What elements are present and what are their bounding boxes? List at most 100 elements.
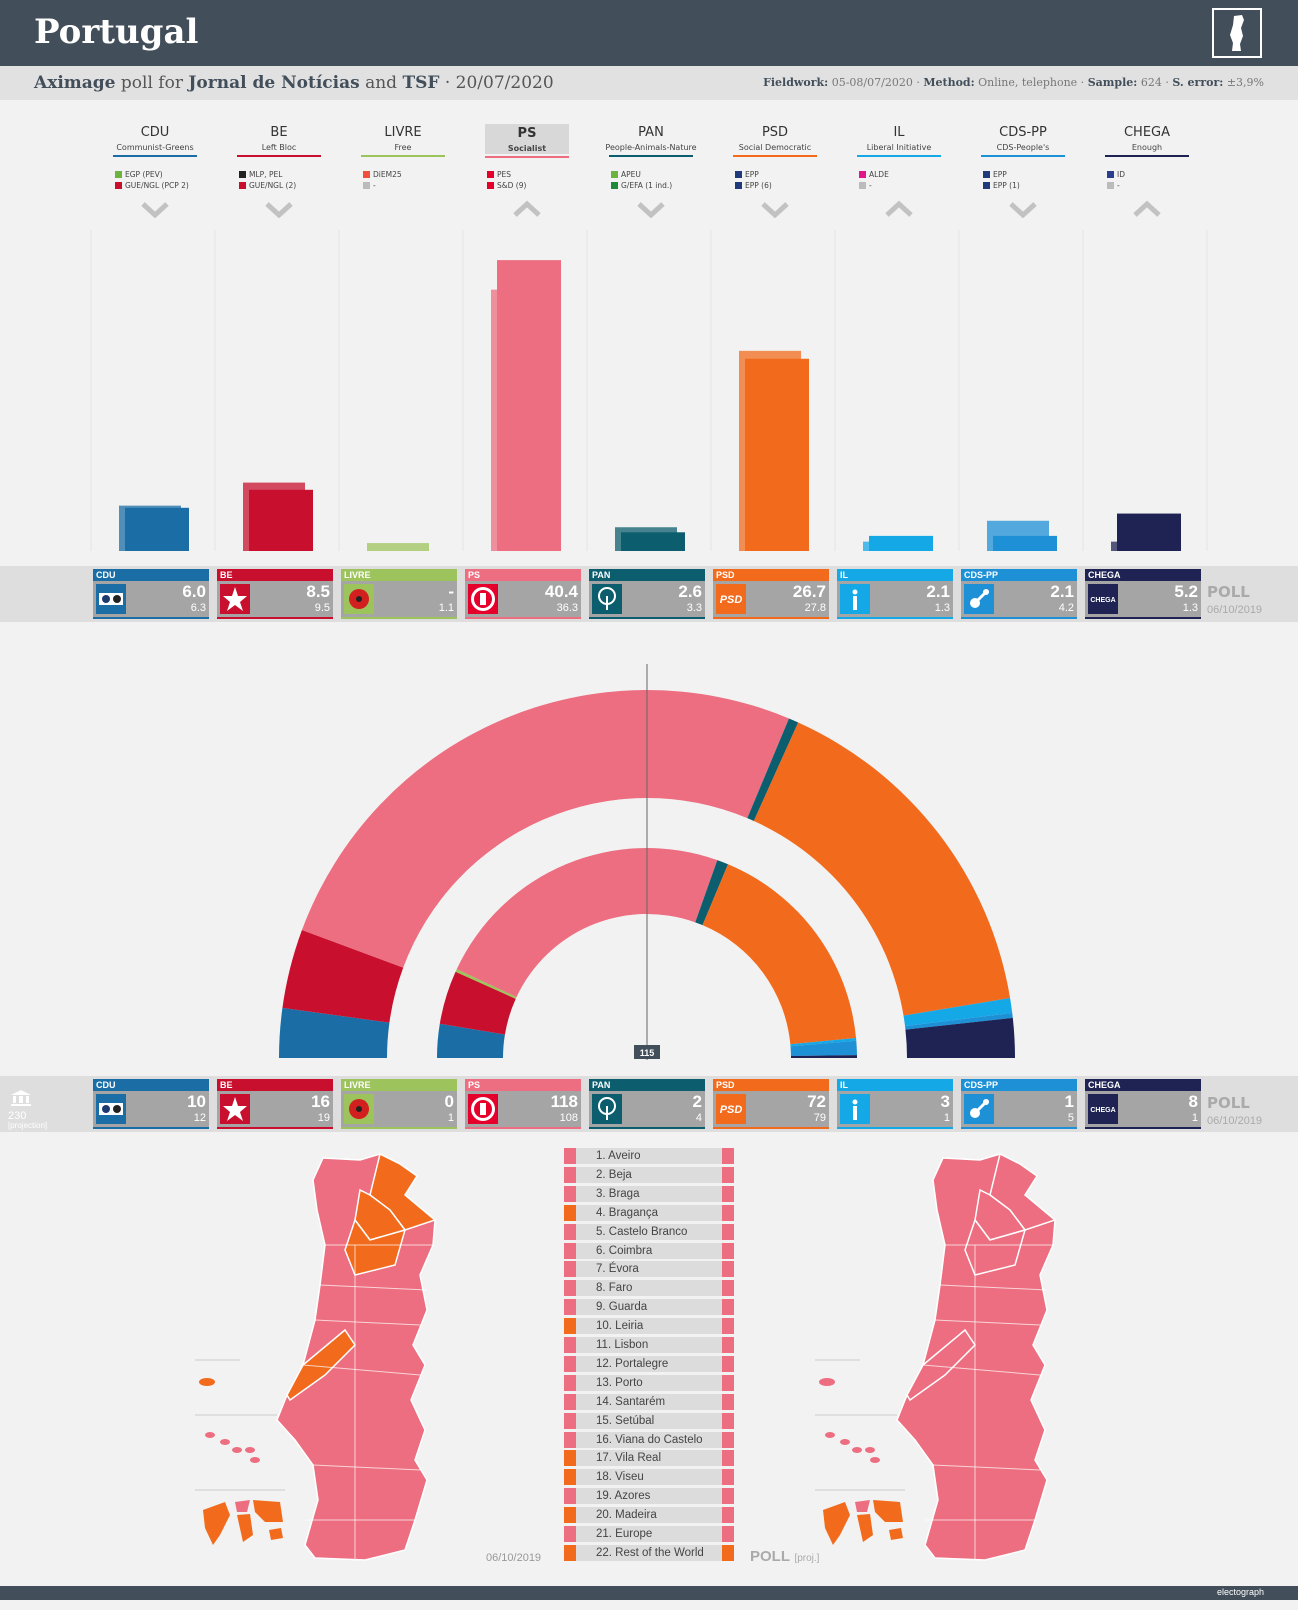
- value-previous: 79: [813, 1112, 826, 1124]
- value-current: 118: [550, 1092, 578, 1111]
- azores-shape: [840, 1439, 850, 1445]
- party-tag: PAN: [589, 569, 705, 581]
- party-underline: [237, 155, 321, 157]
- group-swatch: [487, 182, 494, 189]
- party-groups: EPP EPP (6): [735, 169, 825, 191]
- party-desc: Free: [394, 143, 412, 152]
- seat-value-box: CDU 10 12: [93, 1079, 209, 1129]
- value-body: PSD 26.7 27.8: [713, 581, 829, 617]
- region-swatch-poll: [722, 1204, 734, 1221]
- method: Online, telephone ·: [978, 76, 1085, 89]
- info-icon: [840, 584, 870, 614]
- party-groups: EGP (PEV) GUE/NGL (PCP 2): [115, 169, 205, 191]
- group-label: -: [1117, 181, 1120, 190]
- poll-value-box: IL 2.1 1.3: [837, 569, 953, 619]
- value-current: 2: [692, 1092, 702, 1111]
- poll-date: · 20/07/2020: [444, 73, 554, 93]
- chevron-up-icon: [1133, 200, 1161, 217]
- group-line: -: [363, 180, 453, 191]
- region-border: [302, 1364, 421, 1376]
- region-swatch-previous: [564, 1166, 576, 1183]
- party-header: PS Socialist: [470, 124, 584, 158]
- prev-date-label: 06/10/2019: [1207, 604, 1263, 616]
- region-row: 19. Azores: [564, 1488, 734, 1505]
- party-name: PS: [517, 126, 537, 141]
- fist-icon: [468, 584, 498, 614]
- region-swatch-previous: [564, 1526, 576, 1542]
- region-border: [939, 1284, 1048, 1291]
- region-row: 17. Vila Real: [564, 1450, 734, 1467]
- poll-label: POLL: [1207, 583, 1250, 601]
- sample: 624 ·: [1140, 76, 1169, 89]
- group-line: EPP: [735, 169, 825, 180]
- region-name: 9. Guarda: [576, 1299, 722, 1316]
- value-previous: 6.3: [190, 602, 206, 614]
- region-swatch-poll: [722, 1469, 734, 1486]
- azores-shape: [205, 1432, 215, 1438]
- seat-segment-previous: [439, 971, 516, 1035]
- party-header-title: CDU Communist-Greens: [98, 124, 212, 153]
- party-header-title: BE Left Bloc: [222, 124, 336, 153]
- bar-previous: [367, 543, 429, 551]
- seat-value-box: CDS-PP 1 5: [961, 1079, 1077, 1129]
- value-body: 6.0 6.3: [93, 581, 209, 617]
- seat-segment-previous: [695, 860, 729, 926]
- value-previous: 1.3: [1182, 602, 1198, 614]
- party-underline: [733, 155, 817, 157]
- seats-prev-date-label: 06/10/2019: [1207, 1115, 1263, 1127]
- region-shape: [344, 1218, 407, 1276]
- group-swatch: [239, 182, 246, 189]
- seat-segment-poll: [905, 1012, 1013, 1030]
- group-swatch: [735, 171, 742, 178]
- madeira-shape: [199, 1378, 215, 1386]
- region-name: 17. Vila Real: [576, 1450, 722, 1467]
- party-header-title: PSD Social Democratic: [718, 124, 832, 153]
- group-label: ALDE: [869, 170, 889, 179]
- value-previous: 1: [943, 1112, 950, 1124]
- party-groups: ALDE -: [859, 169, 949, 191]
- parliament-icon: [10, 1089, 32, 1112]
- region-swatch-previous: [564, 1185, 576, 1202]
- poll-subtitle: Aximage poll for Jornal de Notícias and …: [34, 73, 554, 93]
- party-tag: IL: [837, 1079, 953, 1091]
- group-label: APEU: [621, 170, 641, 179]
- seat-segment-previous: [455, 969, 517, 999]
- party-underline: [981, 155, 1065, 157]
- value-body: 16 19: [217, 1091, 333, 1127]
- region-name: 13. Porto: [576, 1374, 722, 1391]
- seat-value-box: IL 3 1: [837, 1079, 953, 1129]
- majority-label: 115: [640, 1048, 655, 1058]
- group-label: S&D (9): [497, 181, 527, 190]
- region-name: 14. Santarém: [576, 1393, 722, 1410]
- party-tag: CDU: [93, 569, 209, 581]
- region-swatch-poll: [722, 1242, 734, 1259]
- party-desc: Socialist: [507, 144, 547, 153]
- box-underline: [961, 617, 1077, 619]
- region-row: 8. Faro: [564, 1280, 734, 1297]
- psd-icon: PSD: [716, 584, 746, 614]
- party-header: CHEGA Enough: [1090, 124, 1204, 157]
- region-swatch-poll: [722, 1261, 734, 1278]
- cds-icon: [964, 1094, 994, 1124]
- region-swatch-previous: [564, 1337, 576, 1353]
- group-line: GUE/NGL (2): [239, 180, 329, 191]
- value-body: 40.4 36.3: [465, 581, 581, 617]
- region-swatch-poll: [722, 1488, 734, 1505]
- region-row: 13. Porto: [564, 1374, 734, 1391]
- region-swatch-previous: [564, 1204, 576, 1221]
- group-label: EGP (PEV): [125, 170, 163, 179]
- party-header: LIVRE Free: [346, 124, 460, 157]
- value-current: 2.6: [678, 582, 702, 601]
- seats-note: [projection]: [8, 1121, 48, 1130]
- region-name: 16. Viana do Castelo: [576, 1431, 722, 1448]
- seats-total: 230: [8, 1110, 27, 1122]
- psd-icon: PSD: [716, 1094, 746, 1124]
- party-desc: Social Democratic: [738, 143, 812, 152]
- value-previous: 36.3: [556, 602, 578, 614]
- region-shape: [286, 1328, 356, 1402]
- group-label: MLP, PEL: [249, 170, 283, 179]
- value-current: 16: [311, 1092, 330, 1111]
- region-shape: [906, 1328, 976, 1402]
